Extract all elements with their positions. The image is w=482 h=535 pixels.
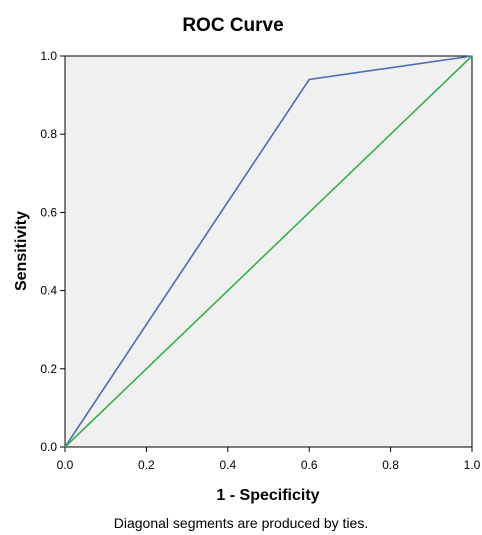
x-tick-label: 1.0 (464, 458, 481, 472)
x-axis-label: 1 - Specificity (216, 487, 319, 504)
series-layer (64, 55, 473, 448)
x-tick-label: 0.8 (382, 458, 399, 472)
x-tick-label: 0.4 (219, 458, 236, 472)
y-tick-label: 0.8 (40, 127, 57, 141)
footnote: Diagonal segments are produced by ties. (113, 515, 369, 531)
series-line-2 (64, 55, 473, 448)
chart-title: ROC Curve (182, 15, 283, 36)
y-tick-label: 1.0 (40, 49, 57, 63)
axis-ticks: 0.0 0.2 0.4 0.6 0.8 1.0 0.0 0.2 0.4 0.6 0.8 1.0 (40, 49, 480, 472)
y-axis-label: Sensitivity (13, 211, 30, 291)
y-tick-label: 0.4 (40, 284, 57, 298)
y-tick-label: 0.2 (40, 362, 57, 376)
x-tick-label: 0.2 (138, 458, 155, 472)
x-tick-label: 0.6 (301, 458, 318, 472)
y-tick-label: 0.0 (40, 440, 57, 454)
x-tick-label: 0.0 (57, 458, 74, 472)
series-line-1 (64, 55, 473, 448)
y-tick-label: 0.6 (40, 205, 57, 219)
